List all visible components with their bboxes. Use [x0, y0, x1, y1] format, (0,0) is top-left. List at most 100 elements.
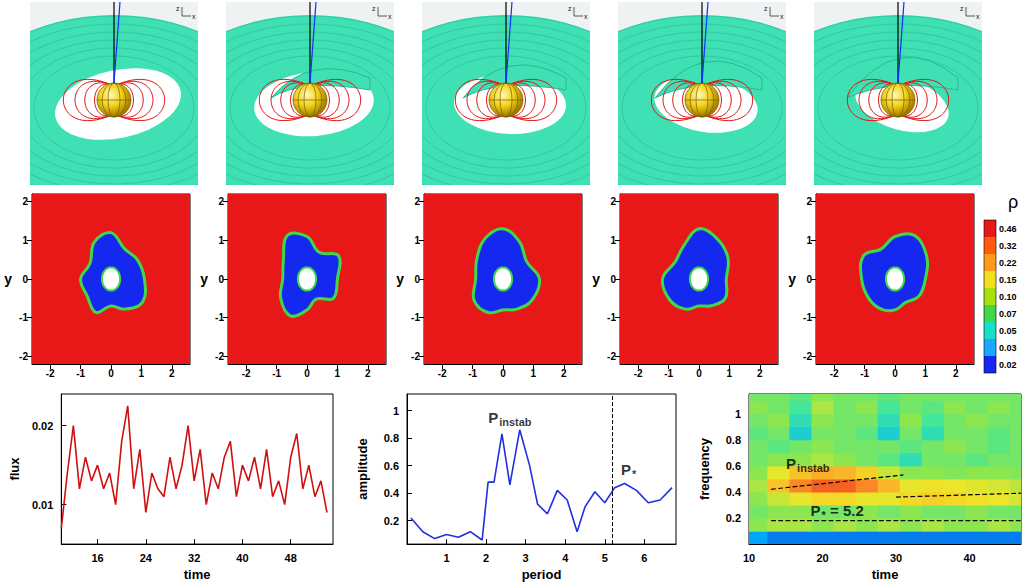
svg-text:-2: -2	[46, 368, 55, 379]
svg-text:40: 40	[963, 552, 975, 564]
svg-text:20: 20	[816, 552, 828, 564]
svg-text:1: 1	[923, 368, 929, 379]
svg-text:x: x	[388, 13, 392, 20]
svg-text:-1: -1	[803, 312, 812, 323]
svg-text:P: P	[786, 455, 796, 472]
svg-text:-2: -2	[438, 368, 447, 379]
svg-text:P: P	[488, 409, 498, 426]
svg-text:y: y	[200, 271, 208, 287]
svg-text:0.46: 0.46	[999, 224, 1017, 234]
svg-text:x: x	[584, 13, 588, 20]
svg-text:0.8: 0.8	[384, 432, 399, 444]
svg-text:*: *	[632, 468, 637, 480]
svg-text:2: 2	[806, 196, 812, 207]
svg-text:-2: -2	[830, 368, 839, 379]
svg-text:-2: -2	[803, 351, 812, 362]
svg-text:0: 0	[806, 274, 812, 285]
svg-text:1: 1	[610, 235, 616, 246]
svg-text:0.6: 0.6	[384, 460, 399, 472]
svg-text:0: 0	[304, 368, 310, 379]
svg-text:0: 0	[414, 274, 420, 285]
svg-text:2: 2	[757, 368, 763, 379]
svg-text:0.32: 0.32	[999, 241, 1017, 251]
svg-text:2: 2	[22, 196, 28, 207]
svg-text:period: period	[522, 567, 562, 582]
svg-text:-2: -2	[607, 351, 616, 362]
svg-text:y: y	[4, 271, 12, 287]
svg-text:48: 48	[285, 552, 297, 564]
svg-text:0: 0	[108, 368, 114, 379]
svg-text:z: z	[568, 5, 572, 12]
svg-text:-2: -2	[242, 368, 251, 379]
svg-text:0: 0	[218, 274, 224, 285]
svg-text:1: 1	[414, 235, 420, 246]
svg-text:1: 1	[218, 235, 224, 246]
svg-text:32: 32	[188, 552, 200, 564]
svg-text:z: z	[960, 5, 964, 12]
svg-text:-1: -1	[607, 312, 616, 323]
svg-text:0.02: 0.02	[32, 420, 53, 432]
svg-text:frequency: frequency	[697, 437, 712, 500]
svg-text:0.4: 0.4	[726, 486, 742, 498]
svg-text:1: 1	[139, 368, 145, 379]
svg-text:z: z	[764, 5, 768, 12]
svg-text:1: 1	[393, 405, 399, 417]
svg-text:1: 1	[735, 408, 741, 420]
svg-text:0: 0	[610, 274, 616, 285]
svg-text:0.4: 0.4	[384, 487, 400, 499]
svg-text:10: 10	[743, 552, 755, 564]
svg-text:0.10: 0.10	[999, 292, 1017, 302]
svg-text:-1: -1	[664, 368, 673, 379]
svg-text:-1: -1	[19, 312, 28, 323]
svg-text:24: 24	[140, 552, 153, 564]
svg-text:time: time	[872, 567, 899, 582]
svg-text:0: 0	[22, 274, 28, 285]
svg-text:1: 1	[531, 368, 537, 379]
svg-text:0.22: 0.22	[999, 258, 1017, 268]
svg-text:1: 1	[443, 552, 449, 564]
svg-text:instab: instab	[499, 416, 532, 428]
svg-text:y: y	[788, 271, 796, 287]
svg-text:0.05: 0.05	[999, 326, 1017, 336]
svg-text:1: 1	[806, 235, 812, 246]
svg-text:x: x	[780, 13, 784, 20]
svg-text:-1: -1	[468, 368, 477, 379]
svg-text:amplitude: amplitude	[355, 438, 370, 499]
svg-text:1: 1	[335, 368, 341, 379]
svg-text:flux: flux	[7, 457, 22, 481]
svg-text:1: 1	[22, 235, 28, 246]
svg-text:0.01: 0.01	[32, 499, 53, 511]
svg-text:1: 1	[727, 368, 733, 379]
svg-text:-1: -1	[76, 368, 85, 379]
svg-text:-1: -1	[860, 368, 869, 379]
svg-text:P: P	[811, 502, 821, 519]
svg-text:5: 5	[602, 552, 608, 564]
svg-text:-1: -1	[272, 368, 281, 379]
svg-text:0.15: 0.15	[999, 275, 1017, 285]
svg-text:-1: -1	[215, 312, 224, 323]
svg-text:0.2: 0.2	[726, 512, 741, 524]
svg-text:0: 0	[696, 368, 702, 379]
svg-text:2: 2	[169, 368, 175, 379]
svg-text:3: 3	[523, 552, 529, 564]
svg-text:x: x	[976, 13, 980, 20]
svg-text:y: y	[592, 271, 600, 287]
svg-text:x: x	[192, 13, 196, 20]
svg-text:4: 4	[562, 552, 569, 564]
svg-text:instab: instab	[797, 462, 830, 474]
svg-text:0.2: 0.2	[384, 515, 399, 527]
svg-text:-2: -2	[411, 351, 420, 362]
svg-text:16: 16	[91, 552, 103, 564]
svg-text:0.07: 0.07	[999, 309, 1017, 319]
svg-text:-1: -1	[411, 312, 420, 323]
svg-text:z: z	[372, 5, 376, 12]
svg-text:0.02: 0.02	[999, 360, 1017, 370]
svg-text:2: 2	[953, 368, 959, 379]
svg-text:2: 2	[561, 368, 567, 379]
svg-text:0.03: 0.03	[999, 343, 1017, 353]
svg-text:ρ: ρ	[1008, 192, 1018, 212]
svg-text:y: y	[396, 271, 404, 287]
svg-text:2: 2	[414, 196, 420, 207]
svg-text:0.6: 0.6	[726, 460, 741, 472]
svg-text:P: P	[621, 461, 631, 478]
